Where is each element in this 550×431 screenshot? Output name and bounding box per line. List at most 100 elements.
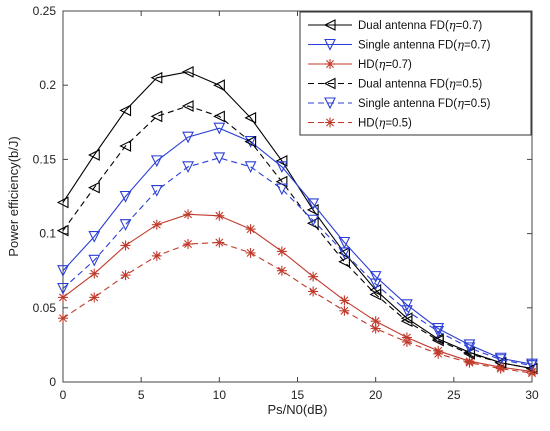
data-point — [401, 336, 412, 347]
data-point — [150, 71, 163, 84]
data-point — [150, 185, 163, 197]
legend-entry-6: HD(η=0.5) — [308, 116, 412, 130]
asterisk-stroke — [371, 324, 380, 333]
series-line — [62, 241, 533, 374]
asterisk-stroke — [465, 358, 474, 367]
data-point — [339, 305, 350, 316]
data-point — [308, 271, 319, 282]
x-axis-label: Ps/N0(dB) — [268, 402, 328, 417]
asterisk-stroke — [59, 314, 67, 323]
asterisk-stroke — [121, 241, 130, 250]
data-point — [151, 219, 162, 230]
asterisk-stroke — [402, 337, 411, 346]
data-point — [494, 354, 507, 366]
legend-label-suffix: =0.5) — [456, 79, 483, 91]
legend-label: Single antenna FD(η=0.5) — [358, 96, 491, 110]
data-point — [494, 352, 507, 365]
data-point — [56, 196, 69, 209]
legend-marker — [323, 77, 336, 90]
asterisk-stroke — [434, 349, 443, 358]
asterisk-stroke — [90, 269, 99, 278]
asterisk-stroke — [215, 211, 224, 220]
data-point — [369, 271, 382, 283]
asterisk-stroke — [152, 251, 161, 260]
x-tick-label: 0 — [60, 388, 67, 402]
legend-marker — [325, 117, 335, 128]
data-point — [119, 219, 132, 231]
data-point — [213, 110, 225, 123]
legend-label-suffix: =0.5) — [385, 118, 412, 130]
data-point — [526, 358, 538, 371]
series-line — [62, 157, 533, 367]
data-point — [89, 268, 100, 279]
y-tick-label: 0.2 — [39, 78, 56, 92]
series-layer — [56, 65, 538, 379]
legend-box — [299, 11, 532, 136]
data-point — [88, 181, 100, 194]
data-point — [276, 246, 287, 257]
data-point — [58, 313, 68, 324]
eta-symbol: η — [449, 18, 456, 32]
legend-marker — [324, 38, 336, 51]
data-point — [120, 270, 131, 281]
x-tick-label: 10 — [213, 388, 227, 402]
data-point — [244, 136, 257, 148]
data-point — [183, 238, 194, 249]
data-point — [245, 224, 256, 235]
data-point — [57, 265, 69, 277]
legend-label-prefix: Dual antenna FD( — [358, 20, 449, 32]
y-tick-label: 0.05 — [33, 301, 57, 315]
data-point — [338, 255, 350, 268]
asterisk-stroke — [184, 239, 193, 248]
legend-label-suffix: =0.7) — [385, 59, 412, 71]
data-point — [401, 299, 413, 312]
data-point — [369, 288, 382, 301]
eta-symbol: η — [457, 96, 464, 110]
data-point — [495, 363, 506, 374]
data-point — [463, 339, 476, 352]
asterisk-stroke — [496, 364, 505, 373]
data-point — [214, 237, 225, 248]
data-point — [464, 357, 475, 368]
data-point — [463, 342, 476, 355]
series-line — [62, 127, 533, 365]
data-point — [432, 323, 445, 335]
data-point — [433, 348, 444, 359]
data-point — [401, 305, 413, 317]
y-tick-label: 0.1 — [39, 227, 56, 241]
asterisk-stroke — [277, 266, 286, 275]
asterisk-stroke — [326, 118, 334, 127]
data-point — [244, 135, 257, 148]
x-tick-label: 30 — [525, 388, 539, 402]
data-point — [275, 161, 288, 174]
series-2 — [57, 122, 538, 371]
data-point — [275, 183, 288, 196]
legend: Dual antenna FD(η=0.7)Single antenna FD(… — [299, 11, 532, 136]
asterisk-stroke — [340, 306, 349, 315]
data-point — [57, 282, 69, 295]
legend-entry-1: Dual antenna FD(η=0.7) — [308, 18, 482, 32]
legend-label-suffix: =0.5) — [464, 98, 491, 110]
data-point — [88, 231, 101, 243]
legend-label: HD(η=0.5) — [358, 116, 412, 130]
data-point — [370, 323, 381, 334]
y-axis-label: Power efficiency(b/J) — [6, 136, 21, 256]
data-point — [88, 254, 101, 267]
x-tick-label: 15 — [291, 388, 305, 402]
x-tick-label: 5 — [138, 388, 145, 402]
legend-label-suffix: =0.7) — [456, 20, 483, 32]
data-point — [151, 250, 162, 261]
eta-symbol: η — [378, 57, 385, 71]
series-6 — [58, 237, 537, 379]
data-point — [120, 240, 131, 251]
asterisk-stroke — [371, 317, 380, 326]
data-point — [245, 247, 256, 258]
x-tick-label: 20 — [369, 388, 383, 402]
legend-label: Single antenna FD(η=0.7) — [358, 38, 491, 52]
asterisk-stroke — [277, 247, 286, 256]
eta-symbol: η — [378, 116, 385, 130]
legend-entry-2: Single antenna FD(η=0.7) — [308, 38, 491, 52]
asterisk-stroke — [59, 293, 67, 302]
data-point — [214, 210, 225, 221]
asterisk-stroke — [215, 238, 224, 247]
